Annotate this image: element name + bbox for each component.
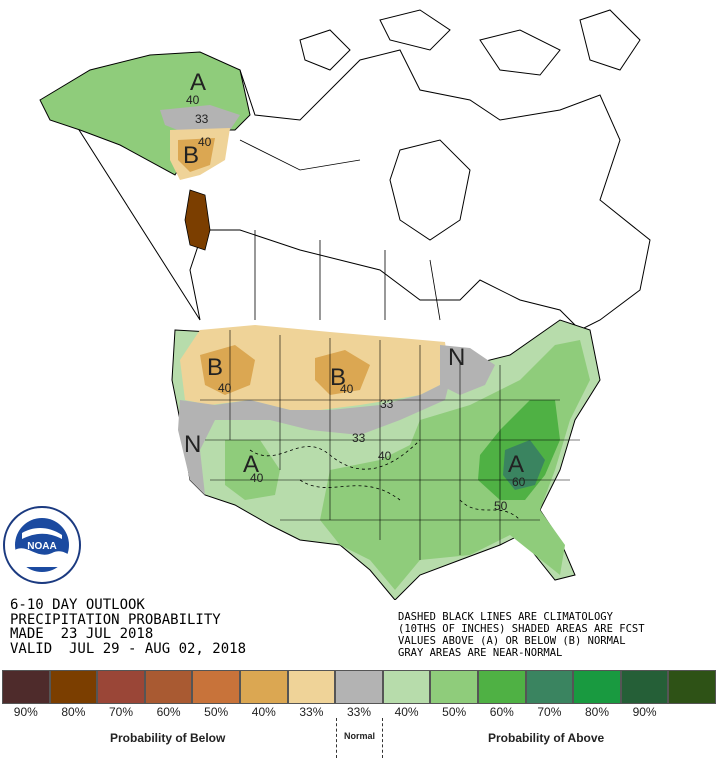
legend-percent-label: 33% [346,705,372,719]
west-B-label: B [207,354,223,381]
legend-swatch [192,670,240,704]
plains-40-label: 40 [340,382,354,396]
map-notes: DASHED BLACK LINES ARE CLIMATOLOGY (10THS… [398,611,645,659]
legend-swatch [287,670,336,704]
alaska-B-label: B [183,142,199,169]
legend-swatch [430,670,478,704]
legend-percent-label: 90% [13,705,38,719]
rockies-A-label: A [243,451,259,478]
legend-percent-label: 80% [61,705,86,719]
legend-swatch [477,670,526,704]
header-line4: VALID JUL 29 - AUG 02, 2018 [10,640,247,657]
header-line1: 6-10 DAY OUTLOOK [10,597,145,613]
noaa-logo: NOAA [3,506,81,584]
legend-swatch [2,670,50,704]
legend-swatch [144,670,193,704]
legend-swatch [573,670,621,704]
header-line3: MADE 23 JUL 2018 [10,626,154,642]
mid-33-label: 33 [352,431,366,445]
note-line1: DASHED BLACK LINES ARE CLIMATOLOGY [398,611,613,623]
se-A-label: A [508,451,524,478]
legend-percent-label: 40% [394,705,419,719]
legend-swatch [620,670,669,704]
rockies-40-label: 40 [250,471,264,485]
central-40-label: 40 [378,449,392,463]
legend-swatch [382,670,431,704]
east-above-50 [320,340,590,590]
legend-swatch [668,670,716,704]
alaska-gray-region [160,105,240,135]
legend-percent-label: 33% [299,705,324,719]
alaska-A-label: A [190,69,206,96]
hudson-bay-outline [389,139,471,241]
se-50-label: 50 [494,499,508,513]
precipitation-outlook-map: A 40 33 B 40 B 40 B 40 33 33 N N A 40 40… [39,9,651,600]
normal-caption: Normal [344,731,376,741]
alaska-40b-label: 40 [198,135,212,149]
normal-divider-right [382,718,383,758]
legend-percent-label: 50% [442,705,467,719]
legend-percent-label: 60% [156,705,181,719]
probability-legend [2,670,716,704]
legend-swatch [335,670,383,704]
legend-percent-label: 40% [251,705,276,719]
near-normal-band [178,380,450,495]
province-borders [239,139,441,321]
se-60-label: 60 [512,475,526,489]
header-line2: PRECIPITATION PROBABILITY [10,611,221,628]
west-N-label: N [184,431,201,458]
rockies-above-50 [225,440,280,500]
legend-swatch [525,670,574,704]
alaska-below-40 [178,138,215,172]
note-line4: GRAY AREAS ARE NEAR-NORMAL [398,647,563,659]
above-caption: Probability of Above [488,731,605,745]
outlook-header: 6-10 DAY OUTLOOK PRECIPITATION PROBABILIT… [10,598,246,656]
legend-percent-label: 70% [537,705,562,719]
note-line2: (10THS OF INCHES) SHADED AREAS ARE FCST [398,623,645,635]
alaska-33-label: 33 [195,112,209,126]
plains-33-label: 33 [380,397,394,411]
legend-percent-label: 90% [632,705,657,719]
legend-percent-label: 70% [108,705,134,719]
state-borders [200,330,580,560]
noaa-logo-text: NOAA [27,541,56,552]
below-caption: Probability of Below [110,731,226,745]
alaska-40-label: 40 [186,93,200,107]
legend-percent-label: 50% [204,705,229,719]
normal-divider-left [336,718,337,758]
nw-below-40 [200,345,255,395]
west-40-label: 40 [218,381,232,395]
note-line3: VALUES ABOVE (A) OR BELOW (B) NORMAL [398,635,626,647]
plains-B-label: B [330,364,346,391]
legend-swatch [239,670,288,704]
legend-swatch [49,670,98,704]
legend-percent-label: 80% [584,705,610,719]
legend-percent-labels: 90% 80% 70% 60% 50% 40% 33% 33% 40% 50% 60% 70% 80% 9… [2,705,716,721]
legend-swatch [97,670,145,704]
great-lakes-N-label: N [448,344,465,371]
se-above-70 [503,440,545,490]
plains-below-40 [315,350,370,395]
legend-percent-label: 60% [489,705,514,719]
arctic-islands [299,9,641,76]
great-lakes-gray [440,345,495,395]
alaska-panhandle-below [184,189,211,251]
climatology-dashed-lines [249,439,521,521]
